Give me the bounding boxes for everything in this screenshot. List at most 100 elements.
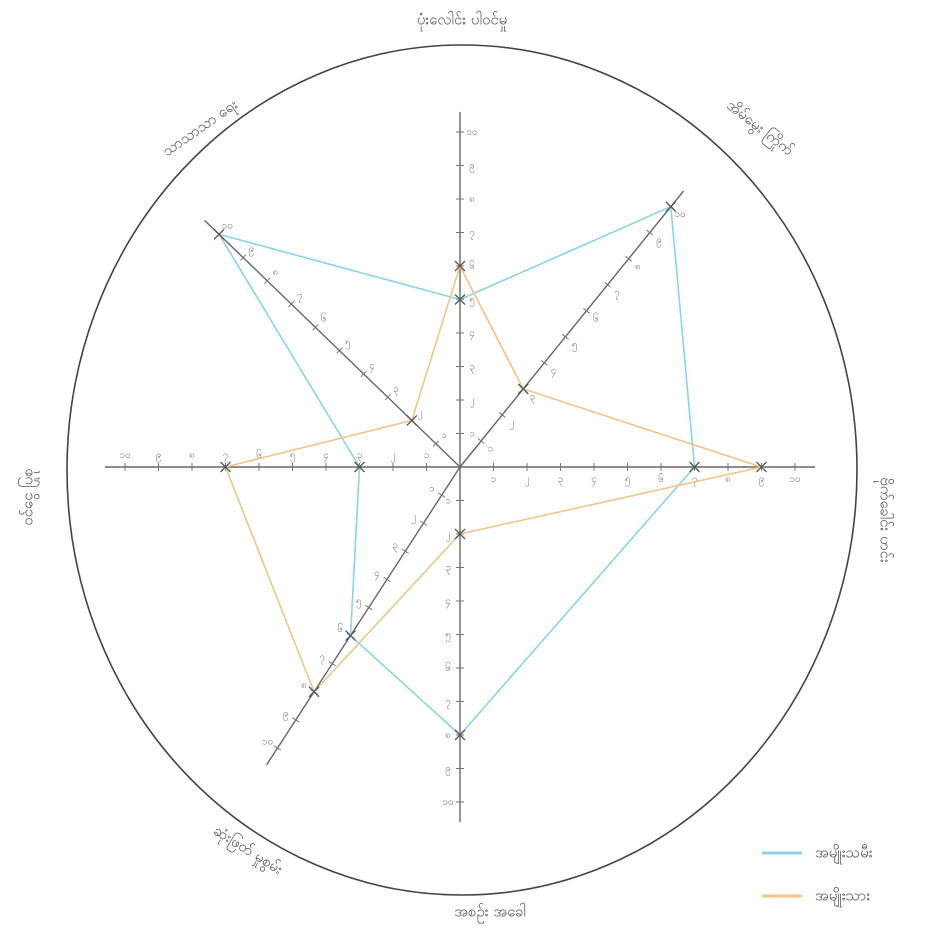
tick-label: ၃	[530, 391, 536, 404]
tick-label: ၄	[323, 450, 329, 463]
point-marker	[665, 201, 677, 213]
tick-mark	[264, 277, 271, 285]
tick-label: ၂	[509, 417, 514, 430]
series-line	[224, 263, 765, 694]
tick-label: ၇	[692, 474, 698, 487]
tick-mark	[328, 661, 336, 667]
tick-label: ၄	[445, 596, 451, 609]
tick-label: ၅	[445, 630, 451, 643]
tick-label: ၁၀	[675, 209, 686, 220]
tick-label: ၈	[469, 194, 475, 205]
outer-ellipse	[66, 44, 858, 896]
tick-label: ၅	[572, 339, 578, 352]
tick-label: ၃	[558, 474, 564, 487]
tick-label: ၁၀	[466, 127, 477, 138]
tick-label: ၃	[469, 362, 475, 375]
tick-label: ၆	[445, 661, 451, 674]
tick-mark	[273, 745, 282, 751]
axis-line	[266, 466, 461, 766]
tick-mark	[365, 604, 373, 611]
tick-label: ၆	[469, 259, 475, 272]
tick-mark	[583, 307, 590, 314]
tick-label: ၃	[357, 450, 363, 463]
tick-label: ၁	[445, 496, 451, 507]
tick-label: ၁	[488, 444, 494, 455]
tick-label: ၃	[392, 540, 398, 553]
tick-label: ၇	[445, 697, 451, 710]
series-line	[217, 205, 696, 737]
point-marker	[345, 630, 356, 642]
tick-mark	[477, 438, 485, 444]
tick-label: ၉	[249, 244, 255, 257]
tick-label: ၅	[290, 450, 296, 463]
tick-label: ၁၀	[789, 474, 800, 485]
point-marker	[756, 461, 767, 473]
tick-label: ၉	[283, 708, 289, 721]
tick-label: ၇	[319, 652, 325, 665]
tick-label: ၆	[256, 448, 262, 461]
tick-label: ၂	[525, 474, 530, 487]
tick-mark	[384, 393, 391, 401]
tick-label: ၂	[411, 512, 416, 525]
tick-mark	[438, 492, 446, 498]
axis-label: ဆုံးဖြတ် မှုစွမ်း	[209, 820, 287, 880]
tick-label: ၉	[656, 235, 662, 248]
legend-label: အမျိုးသား	[815, 887, 870, 908]
point-marker	[354, 461, 365, 473]
tick-label: ၇	[223, 450, 229, 463]
tick-mark	[239, 254, 247, 261]
tick-label: ၁	[491, 474, 497, 485]
tick-label: ၁	[469, 429, 475, 440]
tick-mark	[625, 255, 633, 262]
tick-label: ၄	[374, 568, 380, 581]
tick-label: ၁	[441, 430, 447, 441]
tick-label: ၆	[593, 311, 599, 324]
tick-label: ၁	[424, 450, 430, 461]
point-marker	[689, 461, 700, 473]
tick-label: ၅	[625, 474, 631, 487]
point-marker	[517, 383, 529, 395]
axis-label: အစဉ်း အခေါ	[454, 903, 525, 924]
point-marker	[308, 686, 320, 698]
tick-label: ၅	[356, 596, 362, 609]
tick-label: ၄	[591, 474, 597, 487]
point-marker	[454, 729, 466, 741]
tick-label: ၈	[301, 680, 307, 691]
tick-label: ၉	[445, 764, 451, 777]
tick-mark	[292, 717, 300, 723]
tick-label: ၈	[635, 261, 641, 272]
tick-label: ၁၀	[222, 221, 233, 232]
tick-label: ၉	[759, 474, 765, 487]
tick-label: ၈	[725, 474, 731, 485]
tick-label: ၈	[445, 730, 451, 741]
point-marker	[220, 461, 231, 473]
tick-mark	[401, 548, 409, 554]
point-marker	[454, 294, 466, 305]
tick-label: ၇	[469, 228, 475, 241]
axis-label: ပုံးလေါင်း ပါဝင်မှု	[417, 11, 508, 32]
tick-mark	[336, 347, 343, 354]
tick-label: ၄	[469, 328, 475, 341]
tick-mark	[383, 576, 391, 582]
tick-mark	[498, 412, 506, 418]
tick-mark	[360, 370, 367, 378]
tick-label: ၈	[273, 267, 279, 278]
tick-label: ၆	[338, 622, 344, 635]
tick-label: ၇	[614, 287, 620, 300]
tick-mark	[604, 281, 611, 288]
tick-mark	[288, 300, 295, 308]
tick-label: ၉	[156, 450, 162, 463]
tick-label: ၂	[446, 529, 451, 542]
tick-mark	[646, 229, 654, 236]
axis-label: ဝင်ငွေ ပြုစု	[18, 468, 40, 526]
point-marker	[454, 260, 466, 272]
axis-label: အိမ်မွေး ကြိုက်	[722, 95, 798, 161]
tick-mark	[312, 324, 319, 331]
tick-label: ၁၀	[262, 736, 273, 747]
point-marker	[213, 228, 225, 240]
axis-label: ဗိုက်ခေါင်း ဟင်း	[874, 477, 895, 563]
tick-label: ၆	[658, 472, 664, 485]
axis-line	[204, 219, 461, 468]
tick-label: ၂	[470, 395, 475, 408]
